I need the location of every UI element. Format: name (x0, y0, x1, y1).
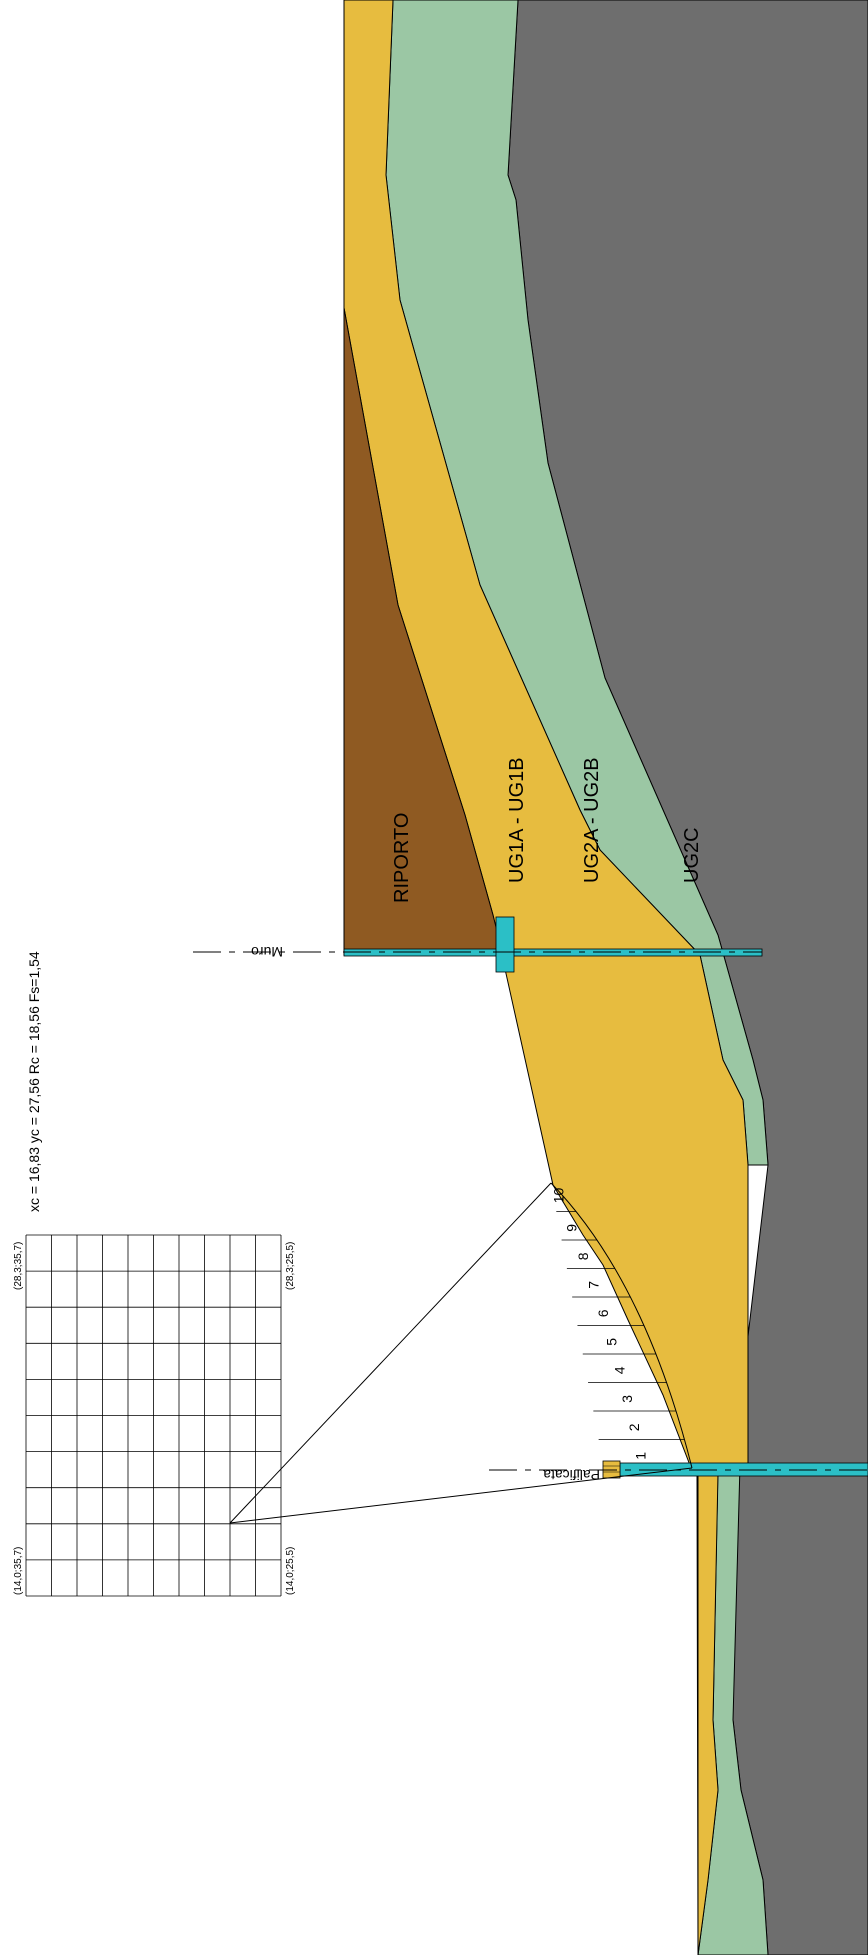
slice-label: 7 (585, 1281, 601, 1289)
label-ug1: UG1A - UG1B (506, 757, 528, 883)
slice-label: 1 (632, 1452, 648, 1460)
slice-label: 5 (604, 1338, 620, 1346)
slice-label: 6 (595, 1309, 611, 1317)
slice-label: 2 (626, 1423, 642, 1431)
grid-lines (25, 1234, 282, 1597)
search-grid: (28,3;35,7) (28,3;25,5) (14,0;35,7) (14,… (13, 1234, 296, 1597)
slip-surface: 1 2 3 4 5 6 7 8 9 10 (229, 1182, 693, 1524)
slice-label: 9 (564, 1224, 580, 1232)
label-palificata: Palificata (543, 1467, 600, 1483)
wall-footing (495, 916, 515, 973)
grid-corner-top-left: (28,3;35,7) (13, 1242, 24, 1290)
label-ug2c: UG2C (681, 827, 703, 883)
slice-label: 4 (612, 1366, 628, 1374)
retaining-wall: Muro (193, 916, 763, 973)
grid-corner-bottom-left: (14,0;35,7) (13, 1547, 24, 1595)
slice-lines (556, 1211, 685, 1440)
slice-label: 10 (550, 1187, 566, 1203)
slice-label: 3 (619, 1395, 635, 1403)
label-ug2ab: UG2A - UG2B (581, 757, 603, 883)
slip-arc (550, 1182, 693, 1469)
result-text: xc = 16,83 yc = 27,56 Rc = 18,56 Fs=1,54 (26, 951, 42, 1212)
ground-layers (343, 0, 868, 1956)
grid-corner-bottom-right: (14,0;25,5) (285, 1547, 296, 1595)
grid-corner-top-right: (28,3;25,5) (285, 1242, 296, 1290)
slice-labels: 1 2 3 4 5 6 7 8 9 10 (550, 1187, 648, 1459)
label-riporto: RIPORTO (391, 813, 413, 903)
label-muro: Muro (251, 944, 283, 960)
pile-wall: Palificata (489, 1460, 868, 1483)
slice-label: 8 (575, 1252, 591, 1260)
